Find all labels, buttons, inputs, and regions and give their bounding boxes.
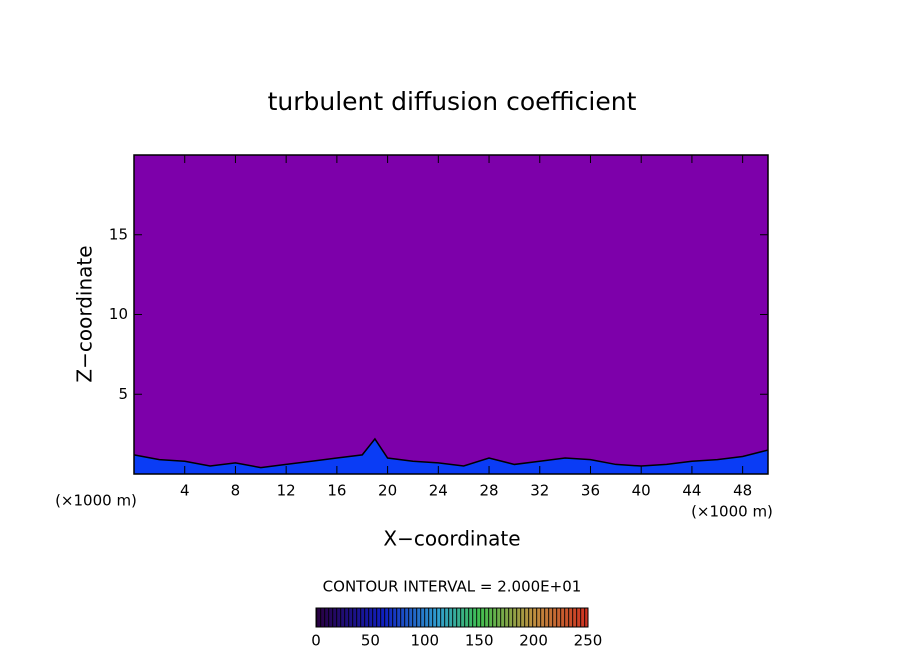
y-axis-label: Z−coordinate [73,245,97,382]
colorbar-stripes [315,607,589,628]
x-tick-label: 4 [180,482,190,500]
boundary-layer [134,438,768,474]
x-tick-label: 44 [682,482,701,500]
x-tick-label: 20 [378,482,397,500]
x-axis-label: X−coordinate [383,527,520,551]
x-tick-label: 12 [277,482,296,500]
x-unit-label: (×1000 m) [691,503,773,521]
colorbar-tick-label: 200 [519,632,548,650]
x-tick-label: 36 [581,482,600,500]
colorbar-tick-label: 150 [465,632,494,650]
colorbar-label: CONTOUR INTERVAL = 2.000E+01 [323,578,582,596]
x-tick-label: 8 [231,482,241,500]
chart-title: turbulent diffusion coefficient [268,87,637,116]
colorbar-tick-label: 100 [410,632,439,650]
x-tick-label: 24 [429,482,448,500]
colorbar-tick-label: 0 [311,632,321,650]
x-tick-label: 48 [733,482,752,500]
y-tick-label: 10 [109,305,128,323]
y-unit-label: (×1000 m) [55,492,137,510]
x-tick-label: 28 [479,482,498,500]
y-tick-label: 15 [109,225,128,243]
x-tick-label: 32 [530,482,549,500]
contour-line [133,437,769,469]
field-background [134,155,768,474]
x-tick-label: 40 [632,482,651,500]
y-tick-label: 5 [118,385,128,403]
x-tick-label: 16 [327,482,346,500]
colorbar-tick-label: 250 [574,632,603,650]
colorbar-tick-label: 50 [361,632,380,650]
